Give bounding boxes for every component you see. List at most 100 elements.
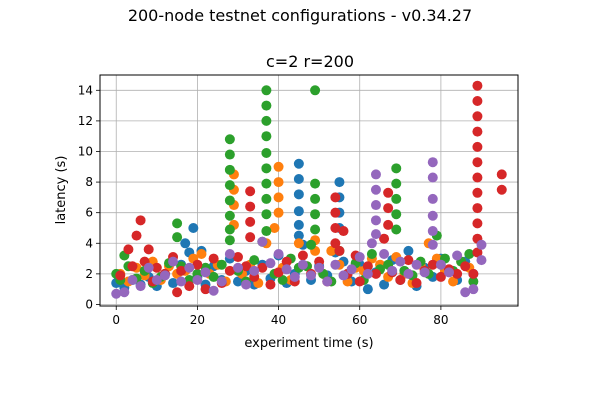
data-point <box>245 201 256 212</box>
data-point <box>379 233 390 244</box>
data-point <box>159 270 170 281</box>
data-point <box>277 274 288 285</box>
y-axis-label: latency (s) <box>54 156 69 225</box>
data-point <box>232 252 243 263</box>
y-tick-label: 12 <box>78 114 93 128</box>
data-point <box>261 131 272 142</box>
data-point <box>293 174 304 185</box>
data-point <box>168 278 179 289</box>
y-tick-label: 8 <box>85 175 93 189</box>
data-point <box>232 262 243 273</box>
data-point <box>379 279 390 290</box>
data-point <box>306 239 317 250</box>
data-point <box>366 238 377 249</box>
data-point <box>265 258 276 269</box>
data-point <box>427 239 438 250</box>
data-point <box>460 287 471 298</box>
x-tick-label: 20 <box>190 313 205 327</box>
data-point <box>496 184 507 195</box>
data-point <box>383 187 394 198</box>
data-point <box>172 287 183 298</box>
data-point <box>208 271 219 282</box>
data-point <box>419 267 430 278</box>
data-point <box>370 169 381 180</box>
data-point <box>192 274 203 285</box>
data-point <box>366 248 377 259</box>
data-point <box>391 224 402 235</box>
data-point <box>224 134 235 145</box>
data-point <box>224 248 235 259</box>
data-point <box>472 157 483 168</box>
y-tick-label: 14 <box>78 83 93 97</box>
data-point <box>411 259 422 270</box>
data-point <box>261 163 272 174</box>
data-point <box>354 252 365 263</box>
data-point <box>184 262 195 273</box>
data-point <box>168 256 179 267</box>
data-point <box>472 172 483 183</box>
plot-frame <box>99 74 519 307</box>
data-point <box>297 259 308 270</box>
data-point <box>281 264 292 275</box>
data-point <box>293 230 304 241</box>
data-point <box>143 244 154 255</box>
data-point <box>257 262 268 273</box>
data-point <box>452 250 463 261</box>
data-point <box>273 177 284 188</box>
data-point <box>224 210 235 221</box>
data-point <box>245 186 256 197</box>
data-point <box>427 193 438 204</box>
data-point <box>472 247 483 258</box>
y-tick-label: 0 <box>85 297 93 311</box>
x-tick-label: 0 <box>112 313 120 327</box>
data-point <box>143 262 154 273</box>
data-point <box>216 276 227 287</box>
data-point <box>273 267 284 278</box>
data-point <box>293 219 304 230</box>
data-point <box>354 276 365 287</box>
data-point <box>265 279 276 290</box>
data-point <box>444 267 455 278</box>
data-points <box>111 80 507 299</box>
data-point <box>395 256 406 267</box>
data-point <box>411 278 422 289</box>
y-axis-ticks: 0 2 4 6 8 10 12 14 <box>78 83 100 311</box>
data-point <box>200 267 211 278</box>
data-point <box>261 100 272 111</box>
y-tick-label: 4 <box>85 236 93 250</box>
data-point <box>472 187 483 198</box>
data-point <box>468 284 479 295</box>
y-tick-label: 2 <box>85 267 93 281</box>
data-point <box>448 276 459 287</box>
data-point <box>261 226 272 237</box>
data-point <box>172 218 183 229</box>
scatter-series-4 <box>115 80 507 298</box>
data-point <box>310 224 321 235</box>
data-point <box>200 284 211 295</box>
data-point <box>472 111 483 122</box>
data-point <box>261 209 272 220</box>
data-point <box>330 207 341 218</box>
data-point <box>452 268 463 279</box>
data-point <box>261 148 272 159</box>
data-point <box>249 265 260 276</box>
data-point <box>322 276 333 287</box>
data-point <box>330 192 341 203</box>
x-tick-label: 60 <box>352 313 367 327</box>
data-point <box>362 284 373 295</box>
data-point <box>261 178 272 189</box>
data-point <box>310 85 321 96</box>
data-point <box>310 193 321 204</box>
x-axis-ticks: 0 20 40 60 80 <box>112 306 449 327</box>
data-point <box>261 193 272 204</box>
data-point <box>257 236 268 247</box>
data-point <box>370 200 381 211</box>
data-point <box>496 169 507 180</box>
data-point <box>435 259 446 270</box>
data-point <box>119 287 130 298</box>
figure-suptitle: 200-node testnet configurations - v0.34.… <box>127 6 473 25</box>
data-point <box>224 180 235 191</box>
data-point <box>476 255 487 266</box>
